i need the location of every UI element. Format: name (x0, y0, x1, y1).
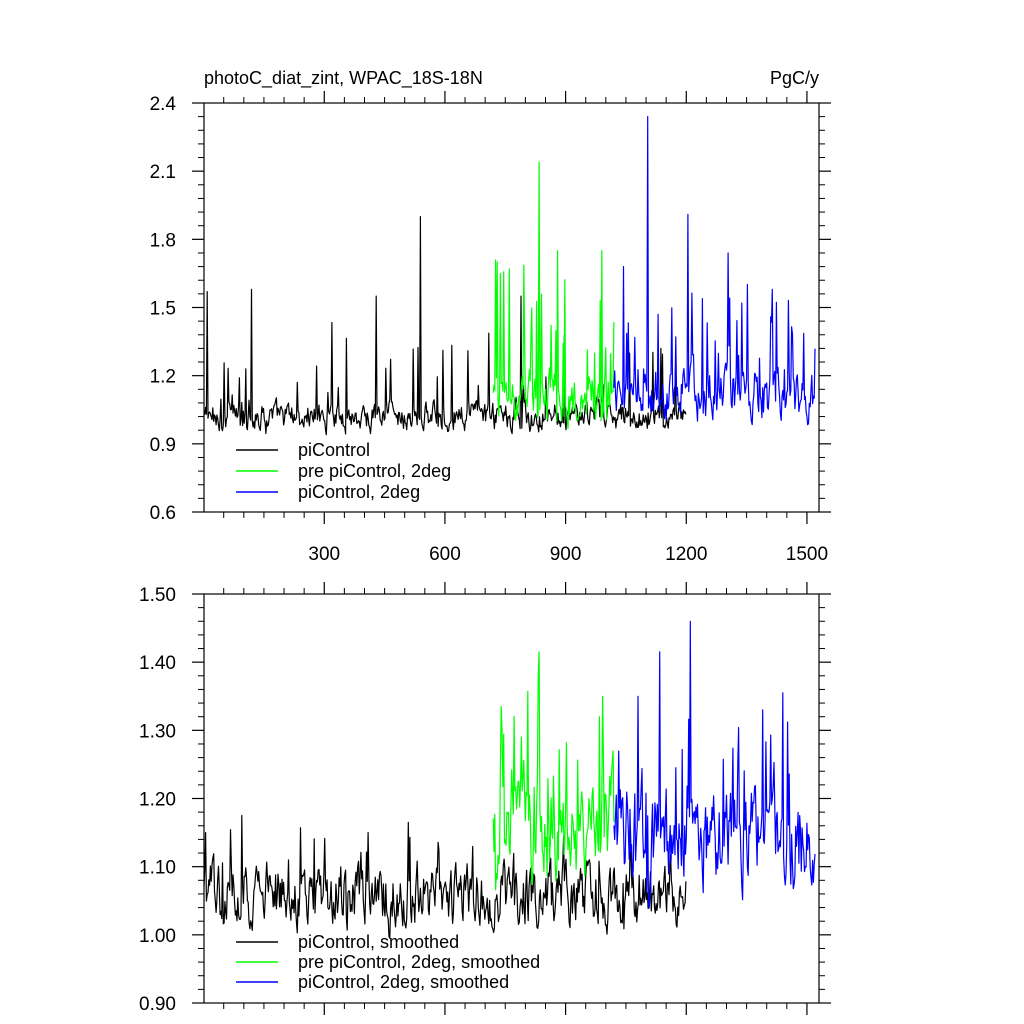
bottom-y-tick-label: 1.10 (139, 858, 176, 879)
top-x-tick-label: 1500 (786, 544, 828, 565)
top-y-tick-label: 1.5 (150, 299, 176, 320)
bottom-y-tick-label: 1.40 (139, 653, 176, 674)
top-tick-layer: 0.6 0.9 1.2 1.5 1.8 2.1 2.4 300 600 900 1200 1500 (150, 91, 831, 565)
bottom-y-tick-label: 1.30 (139, 721, 176, 742)
bottom-series-line-2 (613, 620, 816, 909)
top-y-tick-label: 0.6 (150, 503, 176, 524)
bottom-series-line-0 (203, 814, 687, 939)
top-y-tick-label: 2.1 (150, 162, 176, 183)
top-y-tick-label: 1.2 (150, 367, 176, 388)
top-x-tick-label: 900 (550, 544, 582, 565)
bottom-panel: 0.90 1.00 1.10 1.20 1.30 1.40 1.50 piControl, … (139, 582, 831, 1015)
top-series-line-2 (613, 116, 816, 426)
bottom-y-tick-label: 1.00 (139, 926, 176, 947)
top-panel: 0.6 0.9 1.2 1.5 1.8 2.1 2.4 300 600 900 1200 1500 p… (150, 91, 831, 565)
top-y-tick-label: 2.4 (150, 94, 177, 115)
top-x-tick-label: 600 (429, 544, 461, 565)
bottom-series-layer (203, 620, 816, 939)
top-series-line-1 (492, 161, 615, 429)
bottom-y-tick-label: 1.20 (139, 790, 176, 811)
top-y-tick-label: 0.9 (150, 435, 176, 456)
top-series-layer (203, 116, 816, 436)
chart-title: photoC_diat_zint, WPAC_18S-18N (204, 68, 483, 89)
top-y-tick-label: 1.8 (150, 230, 176, 251)
top-x-tick-label: 300 (308, 544, 340, 565)
bottom-legend-label-2: piControl, 2deg, smoothed (298, 972, 509, 992)
bottom-legend-label-1: pre piControl, 2deg, smoothed (298, 952, 540, 972)
top-legend-label-2: piControl, 2deg (298, 482, 420, 502)
top-legend-label-0: piControl (298, 440, 370, 460)
top-series-line-0 (203, 216, 687, 436)
top-legend-label-1: pre piControl, 2deg (298, 461, 451, 481)
units-label: PgC/y (770, 68, 819, 88)
bottom-y-tick-label: 0.90 (139, 994, 176, 1015)
bottom-tick-layer: 0.90 1.00 1.10 1.20 1.30 1.40 1.50 (139, 582, 831, 1015)
bottom-y-tick-label: 1.50 (139, 585, 176, 606)
bottom-series-line-1 (492, 651, 615, 891)
top-x-tick-label: 1200 (665, 544, 707, 565)
bottom-legend-label-0: piControl, smoothed (298, 932, 459, 952)
